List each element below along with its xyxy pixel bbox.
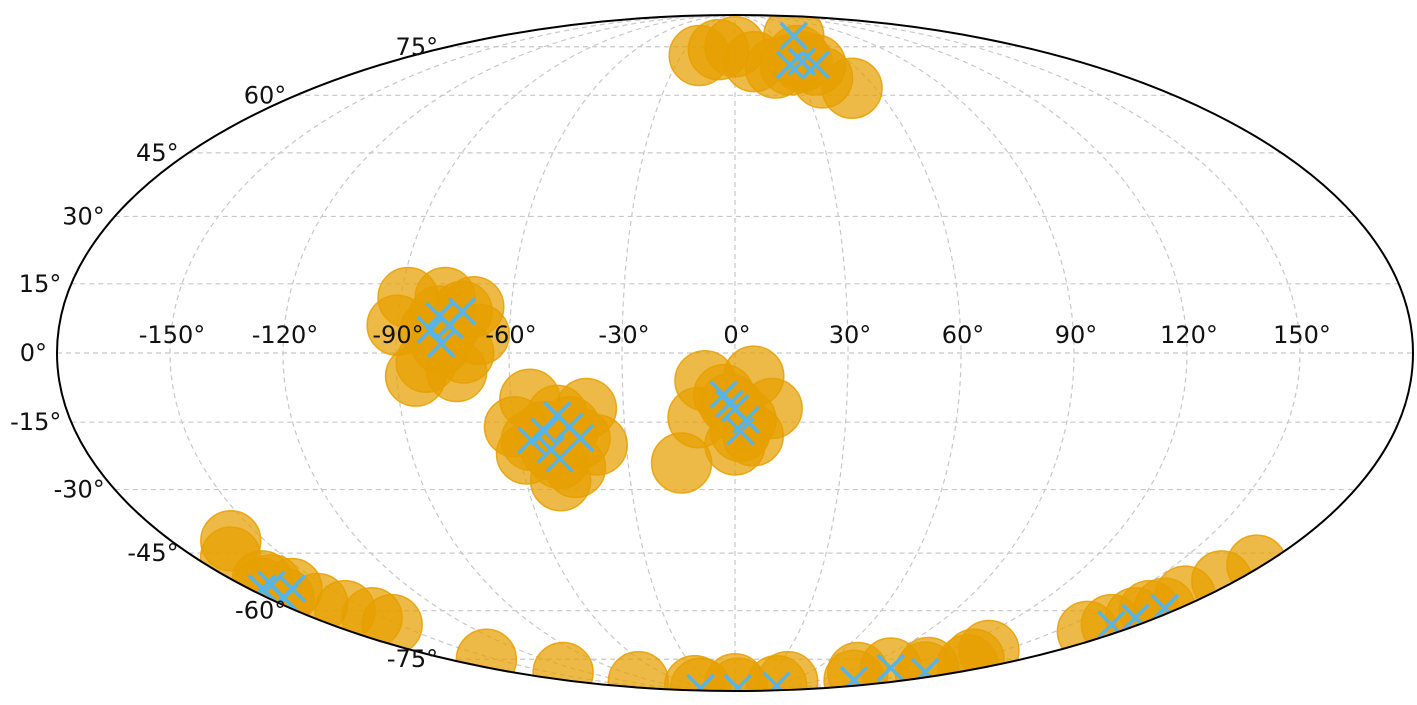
lon-tick-label: 120° (1160, 321, 1218, 349)
lon-tick-label: 150° (1273, 321, 1331, 349)
x-marker (762, 671, 791, 691)
x-marker-series (248, 21, 1180, 691)
lon-tick-label: -150° (139, 321, 205, 349)
circle-marker (756, 650, 819, 691)
lon-tick-label: -120° (252, 321, 318, 349)
circle-marker (722, 405, 785, 467)
circle-marker (704, 652, 766, 691)
x-marker (517, 426, 546, 455)
lat-tick-label: -45° (127, 539, 178, 567)
lat-tick-label: -30° (54, 476, 105, 504)
lon-tick-label: 90° (1055, 321, 1098, 349)
x-marker (555, 412, 584, 441)
lat-tick-label: 60° (244, 81, 287, 109)
x-marker (715, 389, 744, 419)
circle-marker (1056, 600, 1119, 663)
circle-marker (532, 641, 594, 691)
circle-marker (943, 628, 1005, 690)
tick-labels: -150° -120° -90° -60° -30° 0° 30° 60° 90° 120° 150… (10, 33, 1331, 673)
x-marker (723, 673, 753, 691)
circle-marker (827, 641, 889, 691)
x-marker (726, 417, 755, 446)
circle-marker (650, 432, 713, 494)
lat-tick-label: 30° (62, 202, 105, 230)
circle-marker (377, 266, 439, 329)
lat-tick-label: -60° (235, 597, 286, 625)
x-marker (416, 315, 445, 345)
circle-marker (483, 396, 546, 458)
lat-tick-label: -15° (10, 408, 61, 436)
circle-marker (1226, 534, 1288, 596)
x-marker (536, 435, 566, 464)
lat-tick-label: 0° (20, 339, 47, 367)
x-marker (435, 310, 464, 340)
lon-tick-label: -90° (372, 321, 423, 349)
lat-tick-label: 15° (19, 270, 62, 298)
lat-tick-label: 45° (136, 139, 179, 167)
circle-marker (529, 449, 592, 512)
lon-tick-label: -30° (598, 321, 649, 349)
lon-tick-label: -60° (485, 321, 536, 349)
x-marker (427, 329, 456, 358)
x-marker (787, 47, 817, 76)
x-marker (779, 21, 809, 51)
circle-marker (791, 47, 854, 109)
projection-boundary (56, 14, 1414, 692)
circle-marker (687, 18, 750, 81)
x-marker (257, 570, 286, 599)
lon-tick-label: 60° (942, 321, 985, 349)
lat-tick-label: 75° (396, 33, 439, 61)
x-marker (686, 673, 715, 691)
circle-series (199, 15, 1288, 691)
x-marker (709, 380, 739, 409)
x-marker (876, 653, 906, 683)
lon-tick-label: 0° (723, 321, 750, 349)
circle-marker (425, 340, 488, 403)
lat-tick-label: -75° (387, 645, 438, 673)
x-marker (530, 417, 559, 446)
circle-marker (607, 650, 670, 691)
circle-marker (455, 628, 518, 690)
lon-tick-label: 30° (829, 321, 872, 349)
